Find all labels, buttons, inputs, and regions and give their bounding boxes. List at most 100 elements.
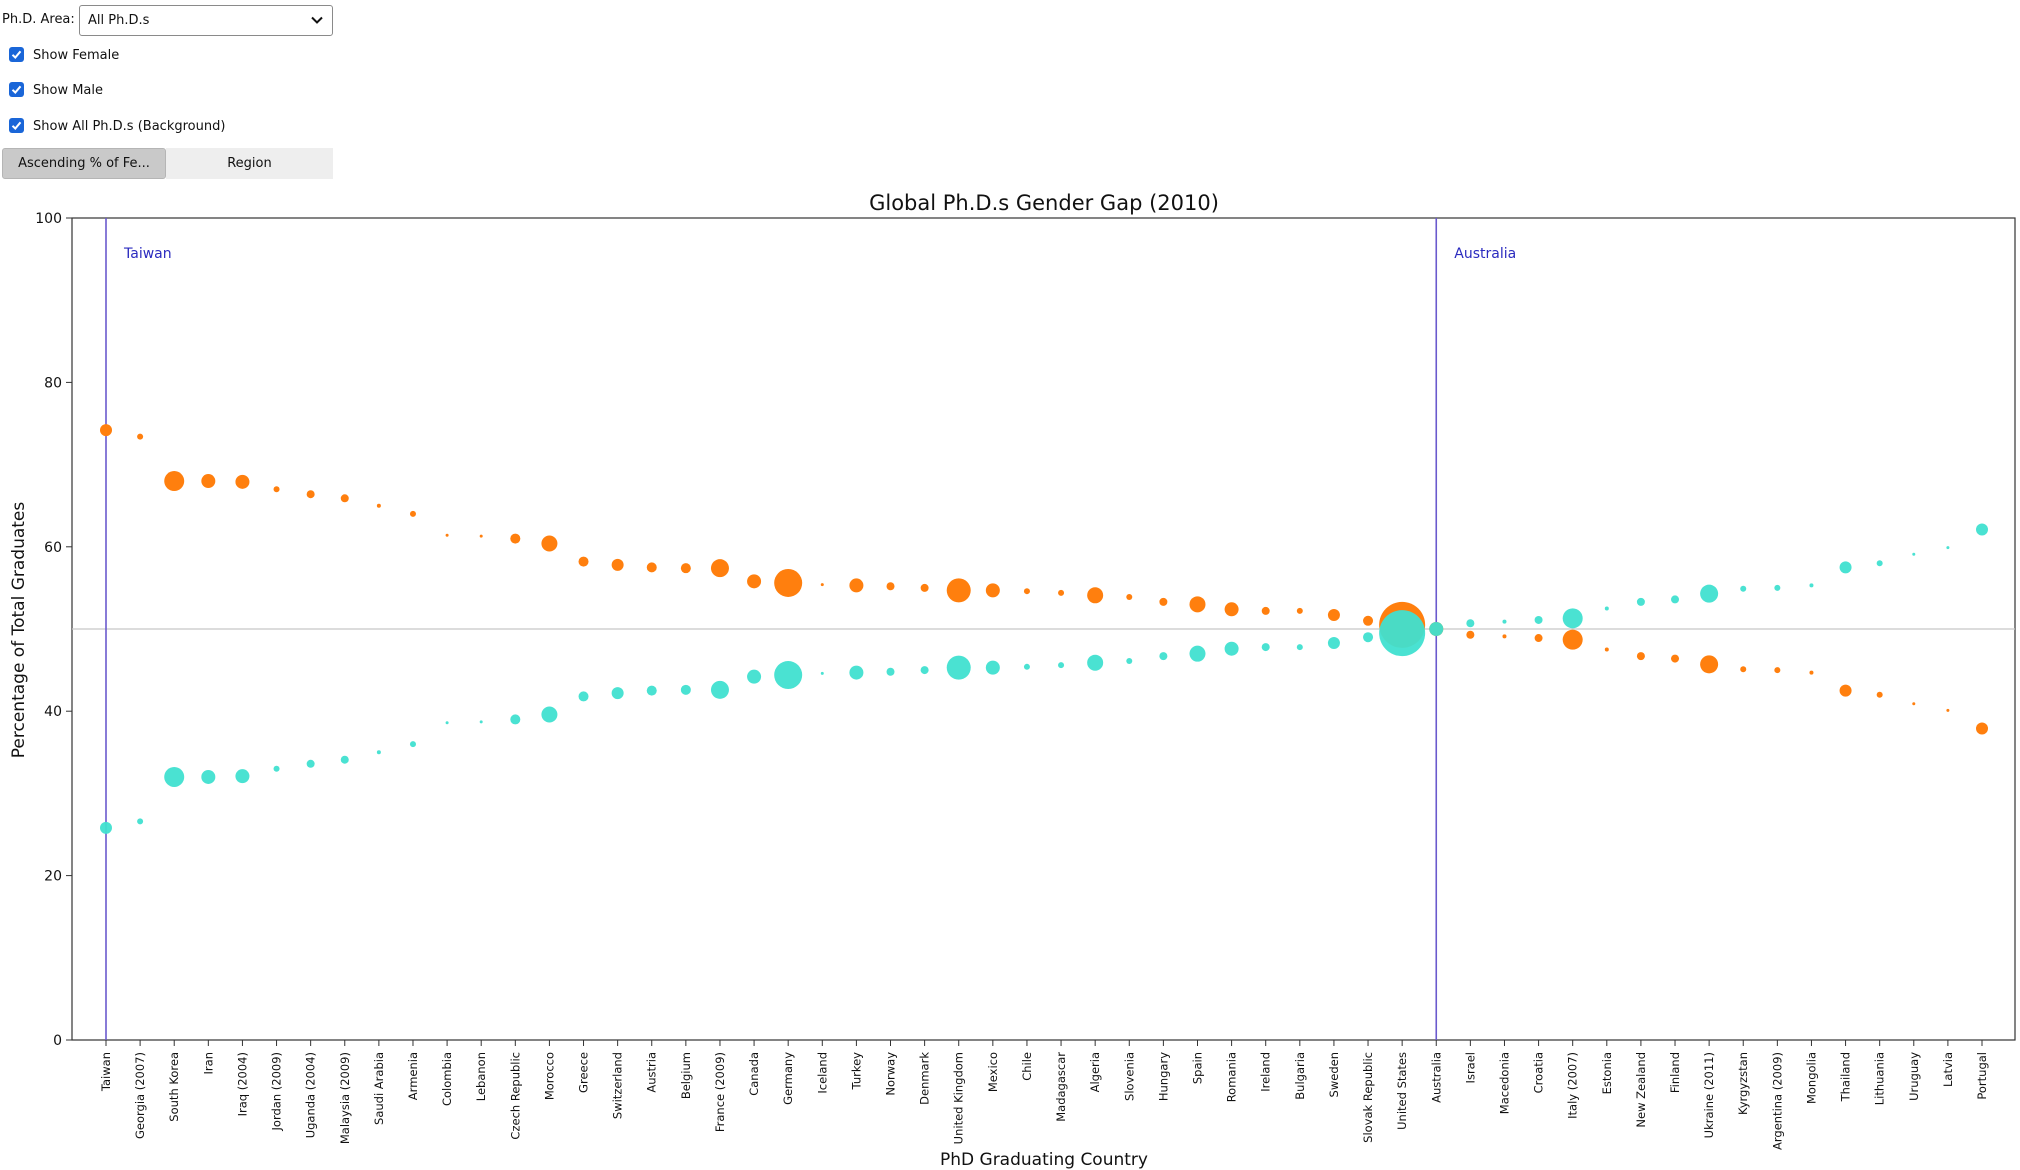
female-point bbox=[886, 582, 895, 591]
female-point bbox=[445, 533, 449, 537]
data-layer: Taiwan Australia bbox=[72, 218, 2015, 1040]
male-point bbox=[1740, 585, 1747, 592]
male-point bbox=[1466, 619, 1475, 628]
x-tick-label: Portugal bbox=[1975, 1052, 1989, 1100]
female-point bbox=[1224, 602, 1239, 617]
highlight-label: Australia bbox=[1454, 246, 1516, 262]
x-tick-label: Estonia bbox=[1600, 1052, 1614, 1094]
x-tick-label: Hungary bbox=[1156, 1052, 1170, 1101]
x-tick-label: Ukraine (2011) bbox=[1702, 1052, 1716, 1138]
female-point bbox=[1976, 722, 1988, 735]
x-tick-label: Morocco bbox=[542, 1052, 556, 1100]
female-point bbox=[201, 474, 216, 489]
checkmark-icon bbox=[11, 85, 22, 94]
female-point bbox=[479, 534, 483, 538]
x-tick-label: Mexico bbox=[986, 1052, 1000, 1092]
female-point bbox=[820, 583, 824, 587]
male-point bbox=[774, 661, 803, 690]
male-point bbox=[1379, 610, 1426, 657]
male-point bbox=[1876, 560, 1883, 567]
show-all-checkbox[interactable] bbox=[9, 118, 24, 133]
x-tick-label: Belgium bbox=[679, 1052, 693, 1099]
x-tick-label: Croatia bbox=[1532, 1052, 1546, 1093]
female-point bbox=[946, 578, 971, 603]
male-point bbox=[886, 667, 895, 676]
x-tick-label: Greece bbox=[577, 1052, 591, 1093]
male-point bbox=[1700, 584, 1719, 603]
controls-panel: Ph.D. Area: All Ph.D.s Show Female Show … bbox=[0, 0, 340, 190]
x-tick-label: Malaysia (2009) bbox=[338, 1052, 352, 1144]
female-point bbox=[1189, 596, 1206, 613]
show-male-checkbox[interactable] bbox=[9, 82, 24, 97]
x-tick-label: Lithuania bbox=[1873, 1052, 1887, 1105]
checkmark-icon bbox=[11, 50, 22, 59]
female-point bbox=[1774, 667, 1781, 674]
male-point bbox=[409, 741, 416, 748]
axes-layer: 0 20 40 60 80 100 Taiwan Georgia (2007) South Ko… bbox=[35, 211, 2016, 1150]
female-point bbox=[1562, 629, 1583, 650]
chevron-down-icon bbox=[311, 16, 323, 24]
female-point bbox=[376, 503, 381, 508]
female-point bbox=[1604, 647, 1609, 652]
x-tick-label: Israel bbox=[1463, 1052, 1477, 1083]
male-point bbox=[235, 769, 250, 784]
male-point bbox=[1023, 663, 1030, 670]
male-point bbox=[306, 759, 315, 768]
y-axis-label: Percentage of Total Graduates bbox=[9, 502, 29, 759]
male-point bbox=[710, 680, 729, 699]
checkmark-icon bbox=[11, 121, 22, 130]
female-point bbox=[1839, 684, 1852, 697]
tab-ascending-female[interactable]: Ascending % of Fe... bbox=[2, 148, 166, 179]
male-point bbox=[1502, 619, 1507, 624]
male-point bbox=[1296, 644, 1303, 651]
x-tick-label: Saudi Arabia bbox=[372, 1052, 386, 1125]
male-point bbox=[1534, 615, 1543, 624]
female-point bbox=[1671, 654, 1680, 663]
male-point bbox=[479, 720, 483, 724]
x-tick-label: Switzerland bbox=[611, 1052, 625, 1119]
female-point bbox=[646, 562, 657, 573]
x-tick-label: Czech Republic bbox=[508, 1052, 522, 1140]
x-tick-label: Slovenia bbox=[1122, 1052, 1136, 1101]
x-tick-label: Uganda (2004) bbox=[304, 1052, 318, 1138]
x-tick-label: Chile bbox=[1020, 1052, 1034, 1081]
x-tick-label: Sweden bbox=[1327, 1052, 1341, 1097]
x-tick-label: Algeria bbox=[1088, 1052, 1102, 1092]
female-point bbox=[680, 563, 691, 574]
area-select[interactable]: All Ph.D.s bbox=[79, 5, 333, 36]
show-female-checkbox[interactable] bbox=[9, 47, 24, 62]
female-point bbox=[1876, 691, 1883, 698]
female-point bbox=[1740, 666, 1747, 673]
male-point bbox=[920, 666, 929, 675]
female-point bbox=[1159, 597, 1168, 606]
x-tick-label: Romania bbox=[1225, 1052, 1239, 1102]
x-tick-label: Slovak Republic bbox=[1361, 1052, 1375, 1143]
tab-region[interactable]: Region bbox=[166, 148, 333, 179]
male-point bbox=[946, 655, 971, 680]
x-tick-label: Spain bbox=[1190, 1052, 1204, 1084]
female-point bbox=[1126, 593, 1133, 600]
x-tick-label: Latvia bbox=[1941, 1052, 1955, 1087]
male-point bbox=[1429, 622, 1444, 636]
male-point bbox=[680, 684, 691, 695]
y-tick-label: 0 bbox=[53, 1033, 62, 1049]
male-point bbox=[820, 671, 824, 675]
male-point bbox=[1604, 606, 1609, 611]
female-point bbox=[1327, 609, 1340, 622]
x-tick-label: Norway bbox=[884, 1052, 898, 1096]
x-tick-label: Colombia bbox=[440, 1052, 454, 1106]
x-tick-label: Taiwan bbox=[99, 1052, 113, 1092]
male-point bbox=[273, 765, 280, 772]
x-tick-label: Turkey bbox=[849, 1052, 863, 1091]
female-point bbox=[747, 574, 762, 589]
male-point bbox=[510, 714, 521, 725]
male-point bbox=[137, 818, 144, 825]
female-point bbox=[1946, 708, 1950, 712]
female-point bbox=[137, 433, 144, 440]
male-point bbox=[1224, 641, 1239, 656]
female-point bbox=[1466, 630, 1475, 639]
x-tick-label: Australia bbox=[1429, 1052, 1443, 1103]
male-point bbox=[201, 769, 216, 784]
female-point bbox=[409, 510, 416, 517]
x-tick-label: Madagascar bbox=[1054, 1052, 1068, 1122]
